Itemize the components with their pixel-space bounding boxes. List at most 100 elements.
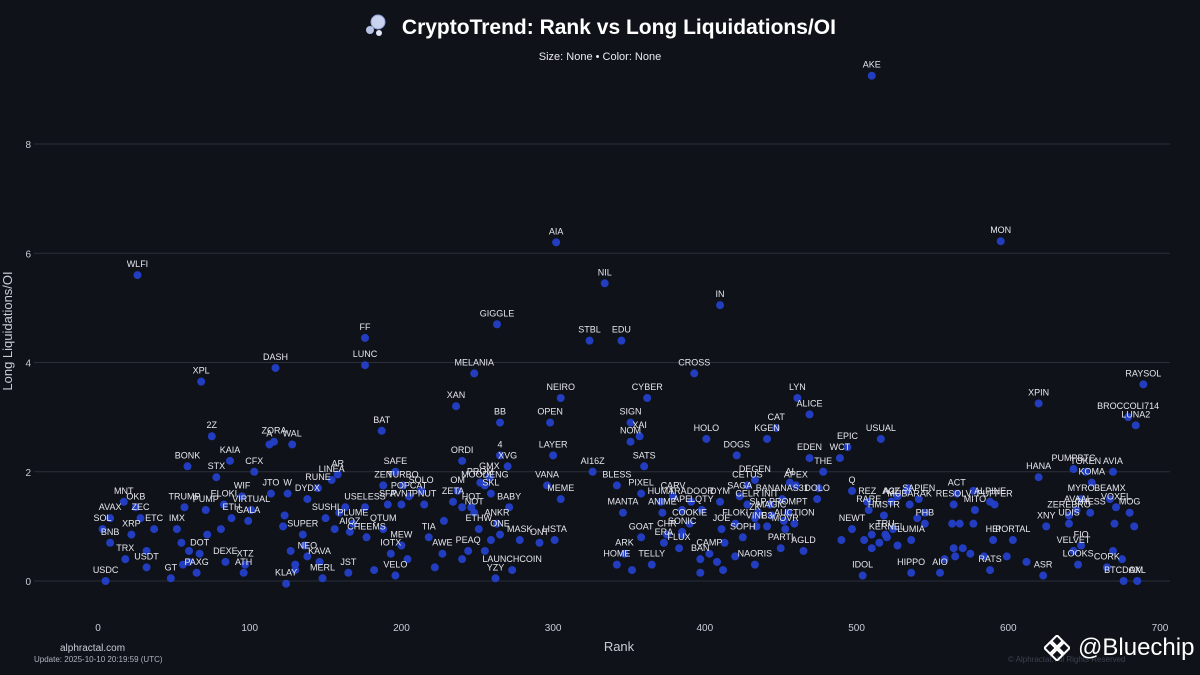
data-point[interactable] <box>515 536 524 545</box>
data-point[interactable] <box>626 437 635 446</box>
data-point[interactable] <box>864 505 873 514</box>
data-point[interactable] <box>470 369 479 378</box>
data-point[interactable] <box>1130 522 1139 531</box>
data-point[interactable] <box>192 568 201 577</box>
data-point[interactable] <box>503 462 512 471</box>
data-point[interactable] <box>647 560 656 569</box>
data-point[interactable] <box>720 538 729 547</box>
data-point[interactable] <box>303 495 312 504</box>
data-point[interactable] <box>221 557 230 566</box>
data-point[interactable] <box>361 361 370 370</box>
data-point[interactable] <box>98 525 107 534</box>
data-point[interactable] <box>216 525 225 534</box>
data-point[interactable] <box>458 503 467 512</box>
data-point[interactable] <box>635 432 644 441</box>
data-point[interactable] <box>250 467 259 476</box>
data-point[interactable] <box>600 279 609 288</box>
data-point[interactable] <box>543 481 552 490</box>
data-point[interactable] <box>313 484 322 493</box>
data-point[interactable] <box>136 514 145 523</box>
data-point[interactable] <box>690 369 699 378</box>
data-point[interactable] <box>333 470 342 479</box>
data-point[interactable] <box>588 467 597 476</box>
data-point[interactable] <box>986 566 995 575</box>
data-point[interactable] <box>640 462 649 471</box>
data-point[interactable] <box>1108 546 1117 555</box>
data-point[interactable] <box>303 552 312 561</box>
data-point[interactable] <box>1022 557 1031 566</box>
data-point[interactable] <box>485 473 494 482</box>
data-point[interactable] <box>637 489 646 498</box>
data-point[interactable] <box>1125 508 1134 517</box>
data-point[interactable] <box>763 434 772 443</box>
data-point[interactable] <box>813 495 822 504</box>
data-point[interactable] <box>920 519 929 528</box>
data-point[interactable] <box>790 519 799 528</box>
data-point[interactable] <box>712 557 721 566</box>
data-point[interactable] <box>417 486 426 495</box>
data-point[interactable] <box>719 566 728 575</box>
data-point[interactable] <box>341 503 350 512</box>
data-point[interactable] <box>752 522 761 531</box>
data-point[interactable] <box>244 516 253 525</box>
data-point[interactable] <box>133 271 142 280</box>
data-point[interactable] <box>212 473 221 482</box>
data-point[interactable] <box>207 432 216 441</box>
data-point[interactable] <box>936 568 945 577</box>
data-point[interactable] <box>424 533 433 542</box>
data-point[interactable] <box>948 519 957 528</box>
data-point[interactable] <box>772 424 781 433</box>
data-point[interactable] <box>283 489 292 498</box>
data-point[interactable] <box>398 481 407 490</box>
data-point[interactable] <box>907 536 916 545</box>
data-point[interactable] <box>717 525 726 534</box>
data-point[interactable] <box>735 492 744 501</box>
data-point[interactable] <box>474 525 483 534</box>
data-point[interactable] <box>863 497 872 506</box>
data-point[interactable] <box>716 301 725 310</box>
data-point[interactable] <box>949 544 958 553</box>
data-point[interactable] <box>458 456 467 465</box>
data-point[interactable] <box>969 486 978 495</box>
data-point[interactable] <box>201 505 210 514</box>
data-point[interactable] <box>219 500 228 509</box>
data-point[interactable] <box>508 566 517 575</box>
data-point[interactable] <box>675 544 684 553</box>
data-point[interactable] <box>879 511 888 520</box>
data-point[interactable] <box>397 541 406 550</box>
data-point[interactable] <box>370 566 379 575</box>
data-point[interactable] <box>702 434 711 443</box>
data-point[interactable] <box>969 519 978 528</box>
data-point[interactable] <box>1034 399 1043 408</box>
data-point[interactable] <box>656 497 665 506</box>
data-point[interactable] <box>1064 519 1073 528</box>
data-point[interactable] <box>438 549 447 558</box>
data-point[interactable] <box>750 475 759 484</box>
data-point[interactable] <box>1069 465 1078 474</box>
data-point[interactable] <box>1108 467 1117 476</box>
data-point[interactable] <box>172 525 181 534</box>
data-point[interactable] <box>696 568 705 577</box>
data-point[interactable] <box>452 402 461 411</box>
data-point[interactable] <box>386 549 395 558</box>
data-point[interactable] <box>893 541 902 550</box>
data-point[interactable] <box>291 566 300 575</box>
data-point[interactable] <box>271 363 280 372</box>
data-point[interactable] <box>1034 473 1043 482</box>
data-point[interactable] <box>989 536 998 545</box>
data-point[interactable] <box>288 440 297 449</box>
data-point[interactable] <box>265 440 274 449</box>
data-point[interactable] <box>496 451 505 460</box>
data-point[interactable] <box>902 486 911 495</box>
data-point[interactable] <box>958 544 967 553</box>
data-point[interactable] <box>486 536 495 545</box>
data-point[interactable] <box>1112 503 1121 512</box>
data-point[interactable] <box>805 410 814 419</box>
data-point[interactable] <box>980 552 989 561</box>
data-point[interactable] <box>966 549 975 558</box>
data-point[interactable] <box>106 514 115 523</box>
data-point[interactable] <box>776 544 785 553</box>
data-point[interactable] <box>241 560 250 569</box>
data-point[interactable] <box>1072 505 1081 514</box>
data-point[interactable] <box>397 500 406 509</box>
